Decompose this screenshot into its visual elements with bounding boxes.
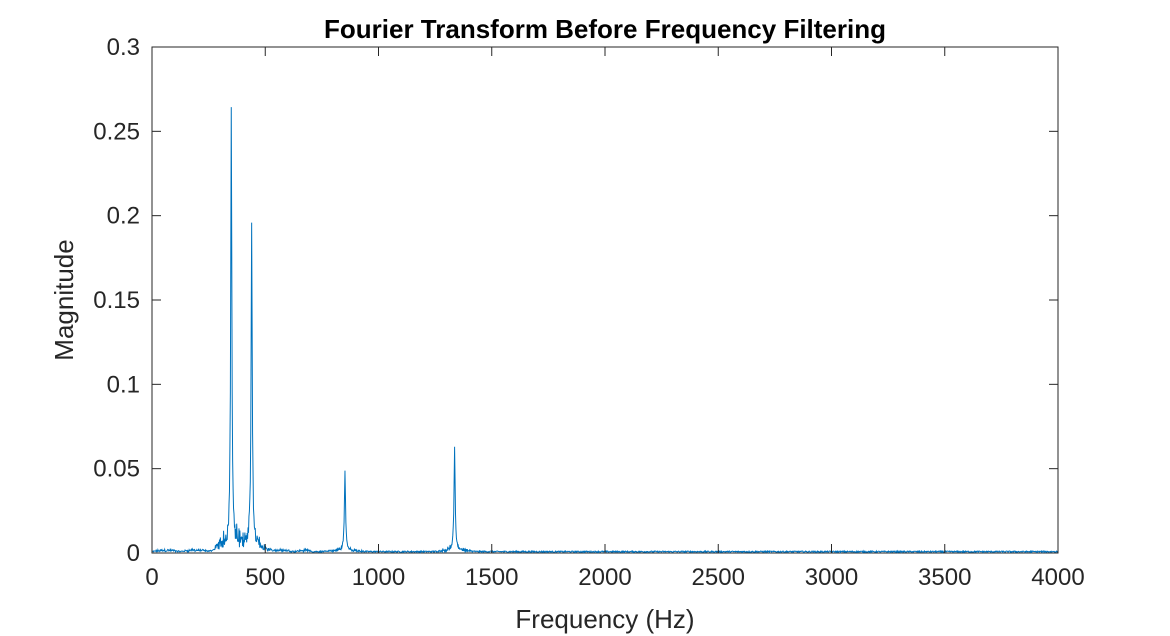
x-tick-label: 3000 <box>805 564 858 591</box>
series-layer <box>151 107 1059 554</box>
x-tick-label: 1000 <box>352 564 405 591</box>
x-tick-label: 4000 <box>1031 564 1084 591</box>
y-tick-label: 0.1 <box>107 371 140 398</box>
y-tick-label: 0.25 <box>93 118 140 145</box>
series-line <box>151 107 1059 554</box>
x-tick-label: 3500 <box>918 564 971 591</box>
x-tick-label: 2500 <box>692 564 745 591</box>
plot-area: 0 500 1000 1500 2000 2500 3000 3500 4000 0 0.05 0.1… <box>93 34 1084 591</box>
x-tick-label: 0 <box>145 564 158 591</box>
x-tick-label: 500 <box>245 564 285 591</box>
y-tick-label: 0.2 <box>107 203 140 230</box>
axes-box <box>151 46 1059 554</box>
y-tick-label: 0.05 <box>93 456 140 483</box>
x-tick-label: 2000 <box>578 564 631 591</box>
y-tick-label: 0.15 <box>93 287 140 314</box>
ticks-layer: 0 500 1000 1500 2000 2500 3000 3500 4000 0 0.05 0.1… <box>93 34 1084 591</box>
chart-title: Fourier Transform Before Frequency Filte… <box>324 14 886 44</box>
y-tick-label: 0 <box>127 540 140 567</box>
x-axis-label: Frequency (Hz) <box>515 604 694 634</box>
y-axis-label: Magnitude <box>49 239 79 360</box>
y-tick-label: 0.3 <box>107 34 140 61</box>
x-tick-label: 1500 <box>465 564 518 591</box>
